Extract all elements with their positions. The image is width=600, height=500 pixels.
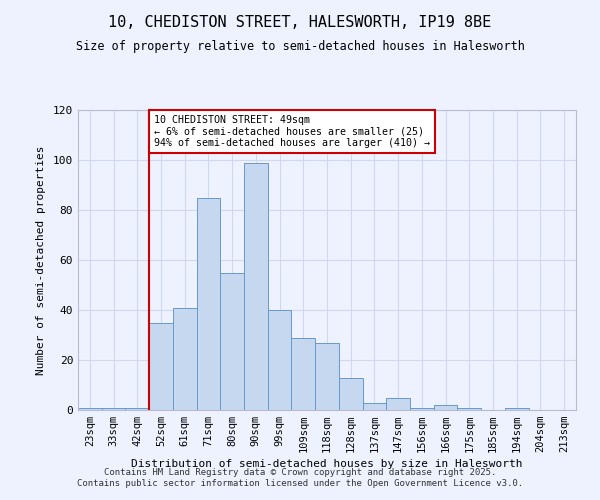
Text: Contains HM Land Registry data © Crown copyright and database right 2025.
Contai: Contains HM Land Registry data © Crown c… xyxy=(77,468,523,487)
Bar xyxy=(149,322,173,410)
Bar xyxy=(386,398,410,410)
Bar xyxy=(173,308,197,410)
Bar xyxy=(78,408,102,410)
Text: Size of property relative to semi-detached houses in Halesworth: Size of property relative to semi-detach… xyxy=(76,40,524,53)
Bar xyxy=(102,408,125,410)
Bar xyxy=(292,338,315,410)
Bar xyxy=(244,162,268,410)
X-axis label: Distribution of semi-detached houses by size in Halesworth: Distribution of semi-detached houses by … xyxy=(131,460,523,469)
Bar xyxy=(434,405,457,410)
Bar xyxy=(362,402,386,410)
Y-axis label: Number of semi-detached properties: Number of semi-detached properties xyxy=(36,145,46,375)
Bar xyxy=(457,408,481,410)
Text: 10 CHEDISTON STREET: 49sqm
← 6% of semi-detached houses are smaller (25)
94% of : 10 CHEDISTON STREET: 49sqm ← 6% of semi-… xyxy=(154,115,430,148)
Bar xyxy=(339,378,362,410)
Bar xyxy=(505,408,529,410)
Bar xyxy=(125,408,149,410)
Bar xyxy=(220,272,244,410)
Bar xyxy=(410,408,434,410)
Bar xyxy=(315,342,339,410)
Bar xyxy=(197,198,220,410)
Bar xyxy=(268,310,292,410)
Text: 10, CHEDISTON STREET, HALESWORTH, IP19 8BE: 10, CHEDISTON STREET, HALESWORTH, IP19 8… xyxy=(109,15,491,30)
